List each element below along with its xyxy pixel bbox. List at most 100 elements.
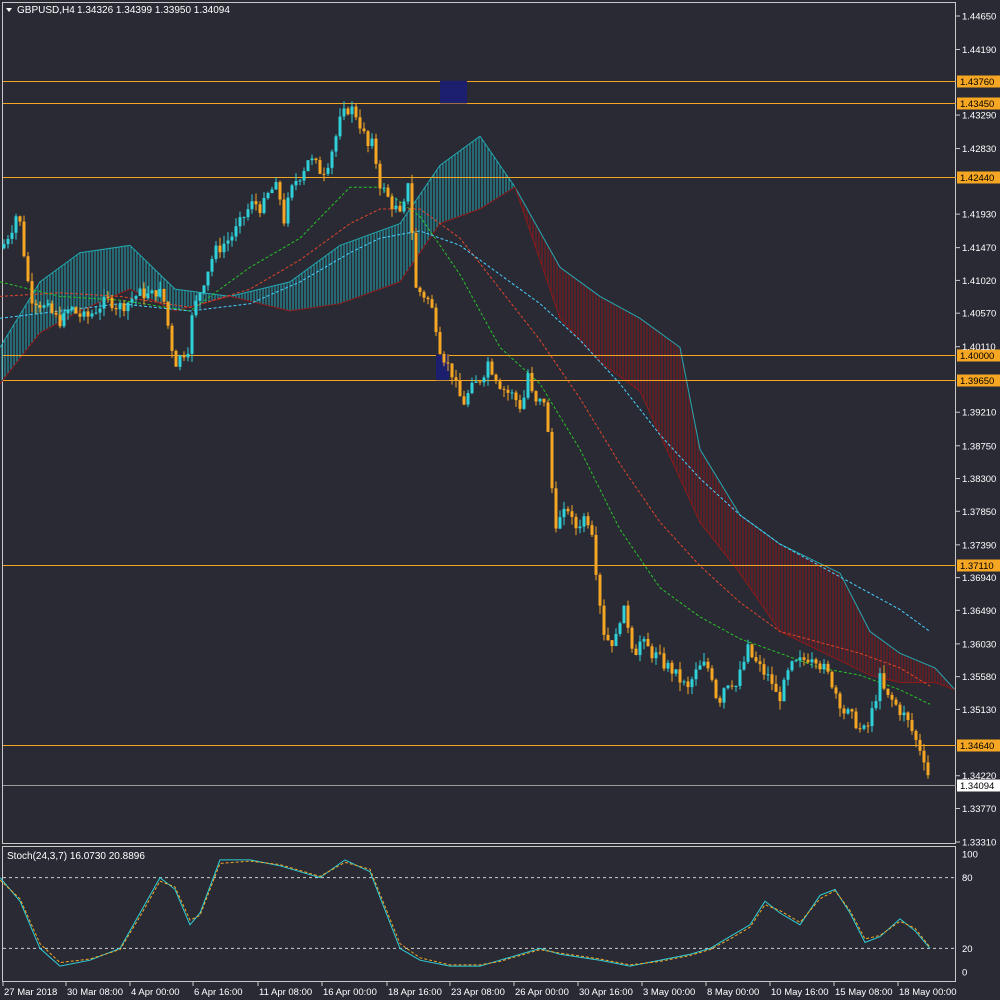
candle-body xyxy=(654,652,658,659)
candle-body xyxy=(754,657,758,662)
candle-body xyxy=(170,325,174,351)
candle-body xyxy=(526,372,530,398)
candle-body xyxy=(430,299,434,308)
price-tick-label: 1.35130 xyxy=(962,705,996,716)
horizontal-levels[interactable]: 1.43760 1.43450 1.42440 1.40000 1.39650 1.371… xyxy=(3,75,1000,793)
candle-body xyxy=(286,197,290,224)
candle-body xyxy=(694,669,698,680)
candle-body xyxy=(46,303,50,306)
candle-body xyxy=(570,511,574,517)
candle-body xyxy=(858,728,862,730)
candle-body xyxy=(598,574,602,606)
candle-body xyxy=(486,361,490,378)
candle-body xyxy=(418,287,422,293)
stoch-tick-label: 100 xyxy=(962,850,978,861)
candle-body xyxy=(910,720,914,731)
candle-body xyxy=(142,288,146,299)
candle-body xyxy=(218,245,222,253)
candle-body xyxy=(274,182,278,190)
zone-box xyxy=(436,354,449,381)
candle-body xyxy=(502,388,506,390)
candle-body xyxy=(750,644,754,658)
candle-body xyxy=(342,108,346,117)
time-tick-label: 8 May 00:00 xyxy=(707,987,759,998)
price-tick-label: 1.33310 xyxy=(962,838,996,849)
candle-body xyxy=(18,216,22,222)
candle-body xyxy=(806,659,810,663)
stoch-tick-label: 20 xyxy=(962,944,973,955)
candle-body xyxy=(758,661,762,665)
time-tick-label: 3 May 00:00 xyxy=(643,987,695,998)
price-tick-label: 1.44650 xyxy=(962,12,996,23)
price-axis: 1.44650 1.44190 1.43290 1.42830 1.41930 1.414… xyxy=(956,12,996,849)
time-tick-label: 23 Apr 08:00 xyxy=(451,987,505,998)
cloud-upper-line xyxy=(0,135,956,691)
price-tick-label: 1.35580 xyxy=(962,672,996,683)
candle-body xyxy=(186,353,190,358)
candle-body xyxy=(246,209,250,218)
candle-body xyxy=(2,244,6,249)
candle-body xyxy=(210,258,214,272)
candle-body xyxy=(510,392,514,394)
stoch-panel-frame xyxy=(2,846,956,982)
candle-body xyxy=(514,392,518,401)
symbol-dropdown-icon[interactable] xyxy=(6,8,12,12)
candle-body xyxy=(314,158,318,161)
candle-body xyxy=(62,313,66,327)
time-tick-label: 27 Mar 2018 xyxy=(4,987,57,998)
candle-body xyxy=(266,193,270,199)
candle-body xyxy=(90,313,94,317)
candle-body xyxy=(282,199,286,224)
level-price-tag xyxy=(957,97,1000,110)
ohlc-label: 1.34326 1.34399 1.33950 1.34094 xyxy=(77,5,230,16)
candle-body xyxy=(330,151,334,168)
candle-body xyxy=(830,671,834,688)
candle-body xyxy=(146,293,150,299)
candle-body xyxy=(490,361,494,375)
candle-body xyxy=(498,381,502,389)
candle-body xyxy=(310,158,314,161)
candle-body xyxy=(458,380,462,397)
candle-body xyxy=(198,292,202,301)
candle-body xyxy=(326,167,330,174)
candle-body xyxy=(710,668,714,680)
candle-body xyxy=(14,216,18,233)
candle-body xyxy=(470,382,474,394)
candle-body xyxy=(906,712,910,721)
level-price-label: 1.43450 xyxy=(960,99,994,110)
candle-body xyxy=(70,307,74,310)
candle-body xyxy=(110,297,114,309)
price-tick-label: 1.41470 xyxy=(962,243,996,254)
candle-body xyxy=(122,303,126,312)
candle-body xyxy=(462,396,466,405)
candle-body xyxy=(534,391,538,402)
candle-body xyxy=(362,128,366,132)
ichimoku-cloud xyxy=(0,135,956,691)
candle-body xyxy=(614,633,618,647)
candle-body xyxy=(102,296,106,309)
current-price-tag xyxy=(957,779,1000,792)
candle-body xyxy=(842,708,846,714)
candle-body xyxy=(374,138,378,164)
price-tick-label: 1.39210 xyxy=(962,408,996,419)
candle-body xyxy=(630,627,634,649)
time-tick-label: 11 Apr 08:00 xyxy=(259,987,312,998)
price-tick-label: 1.41930 xyxy=(962,210,996,221)
candle-body xyxy=(434,307,438,333)
candles[interactable] xyxy=(2,101,930,779)
time-tick-label: 15 May 08:00 xyxy=(835,987,893,998)
candle-body xyxy=(474,381,478,383)
candle-body xyxy=(354,106,358,118)
fast-ma-line xyxy=(0,230,931,632)
candle-body xyxy=(730,685,734,687)
candle-body xyxy=(794,660,798,662)
candle-body xyxy=(594,534,598,575)
candle-body xyxy=(454,377,458,381)
candle-body xyxy=(138,288,142,296)
candle-body xyxy=(646,638,650,647)
candle-body xyxy=(26,256,30,282)
candle-body xyxy=(774,683,778,692)
candle-body xyxy=(610,640,614,647)
candle-body xyxy=(162,288,166,302)
